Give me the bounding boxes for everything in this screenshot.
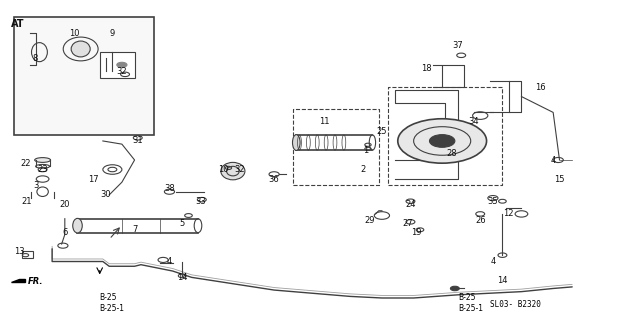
Text: 31: 31 [132,136,143,146]
Bar [14,17,154,135]
Text: 35: 35 [487,197,498,206]
Text: 25: 25 [376,127,387,136]
Text: 10: 10 [218,165,229,174]
Text: 33: 33 [196,197,206,206]
Text: 12: 12 [503,209,514,219]
Text: 23: 23 [38,165,48,174]
Text: 10: 10 [69,28,80,38]
Text: B-25
B-25-1: B-25 B-25-1 [458,293,483,313]
Text: 1: 1 [364,146,369,155]
Text: 24: 24 [405,200,416,209]
Circle shape [117,62,127,68]
Text: 4: 4 [550,156,556,164]
Text: 4: 4 [167,257,172,266]
Text: 6: 6 [62,228,68,237]
Ellipse shape [73,218,82,233]
Circle shape [450,286,459,291]
Text: 15: 15 [554,174,565,184]
Ellipse shape [221,162,245,180]
Text: 22: 22 [20,159,31,168]
Text: 9: 9 [110,28,115,38]
Text: AT: AT [10,19,24,28]
Text: 36: 36 [269,174,280,184]
Text: 32: 32 [117,67,127,76]
Text: 27: 27 [402,219,413,228]
Text: 34: 34 [469,117,479,126]
Text: 26: 26 [475,216,485,225]
Text: 28: 28 [447,149,457,158]
Text: 8: 8 [32,54,38,63]
Ellipse shape [34,158,50,162]
Text: 18: 18 [421,63,432,73]
Text: 32: 32 [234,165,245,174]
Text: 7: 7 [132,225,137,234]
Text: 21: 21 [22,197,32,206]
Text: 5: 5 [180,219,185,228]
Text: 29: 29 [364,216,375,225]
Text: 14: 14 [177,273,187,282]
Text: 2: 2 [361,165,366,174]
Circle shape [429,135,455,147]
Text: B-25
B-25-1: B-25 B-25-1 [100,293,125,313]
Bar [100,52,134,77]
Text: 38: 38 [164,184,175,193]
Text: FR.: FR. [28,277,43,286]
Text: SL03- B2320: SL03- B2320 [490,300,540,309]
Text: 16: 16 [535,83,546,92]
Text: 20: 20 [60,200,70,209]
Text: 19: 19 [412,228,422,237]
Text: 30: 30 [101,190,111,199]
Text: 37: 37 [453,41,463,50]
Text: 4: 4 [490,257,496,266]
Bar [22,252,33,258]
Text: 13: 13 [14,247,24,257]
Text: 14: 14 [497,276,508,285]
Text: 17: 17 [88,174,99,184]
Text: 3: 3 [34,181,39,190]
Circle shape [397,119,487,163]
Ellipse shape [71,41,90,57]
Ellipse shape [292,135,300,150]
Text: 11: 11 [320,117,330,126]
Polygon shape [11,279,25,282]
